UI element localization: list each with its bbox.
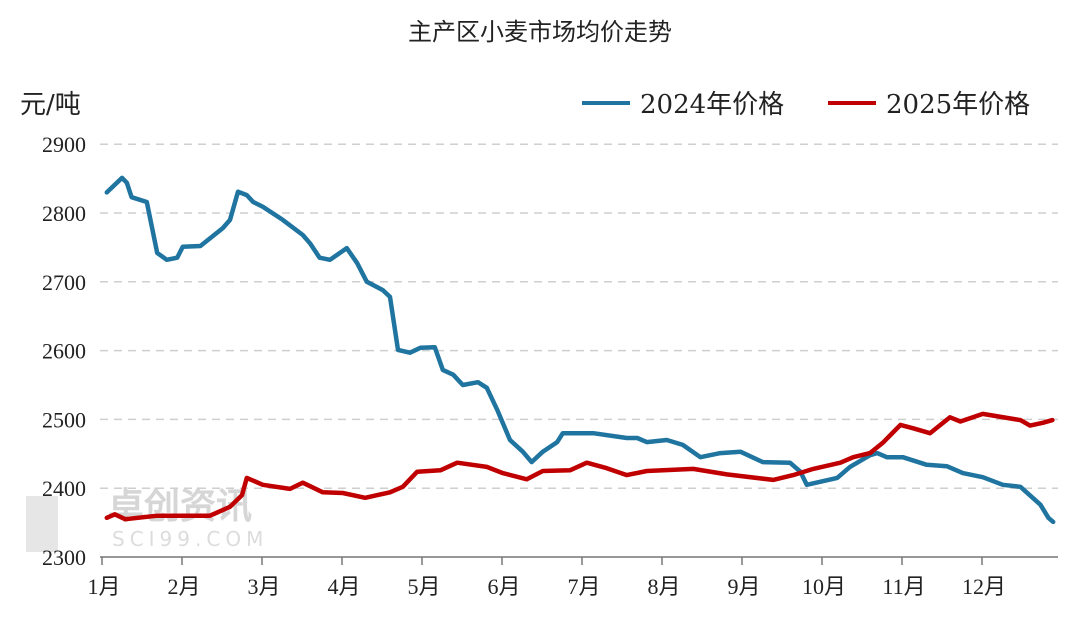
x-tick-label: 12月 <box>962 574 1006 599</box>
y-tick-label: 2700 <box>42 270 86 295</box>
legend-swatch-2024 <box>582 100 630 105</box>
y-tick-label: 2900 <box>42 132 86 157</box>
x-tick-label: 10月 <box>802 574 846 599</box>
legend-label-2024: 2024年价格 <box>640 90 785 120</box>
watermark-logo-sub: SCI99.COM <box>112 527 268 551</box>
legend-swatch-2025 <box>828 100 876 105</box>
x-tick-label: 3月 <box>247 574 280 599</box>
y-tick-label: 2400 <box>42 476 86 501</box>
x-tick-label: 7月 <box>567 574 600 599</box>
watermark-logo-mark <box>26 496 58 552</box>
x-tick-label: 1月 <box>87 574 120 599</box>
y-tick-label: 2300 <box>42 545 86 570</box>
x-tick-label: 4月 <box>327 574 360 599</box>
x-tick-label: 5月 <box>407 574 440 599</box>
series-2024-line <box>104 175 1056 525</box>
x-tick-label: 11月 <box>882 574 925 599</box>
x-tick-label: 9月 <box>727 574 760 599</box>
y-tick-label: 2800 <box>42 201 86 226</box>
y-tick-label: 2600 <box>42 339 86 364</box>
x-tick-label: 2月 <box>167 574 200 599</box>
legend-label-2025: 2025年价格 <box>886 90 1031 120</box>
legend-item-2024: 2024年价格 <box>582 84 784 121</box>
x-tick-label: 6月 <box>487 574 520 599</box>
chart-title: 主产区小麦市场均价走势 <box>408 18 672 46</box>
y-axis-label: 元/吨 <box>20 90 81 120</box>
x-tick-label: 8月 <box>647 574 680 599</box>
series-2025-line <box>104 411 1055 522</box>
legend-item-2025: 2025年价格 <box>828 84 1030 121</box>
y-tick-label: 2500 <box>42 407 86 432</box>
